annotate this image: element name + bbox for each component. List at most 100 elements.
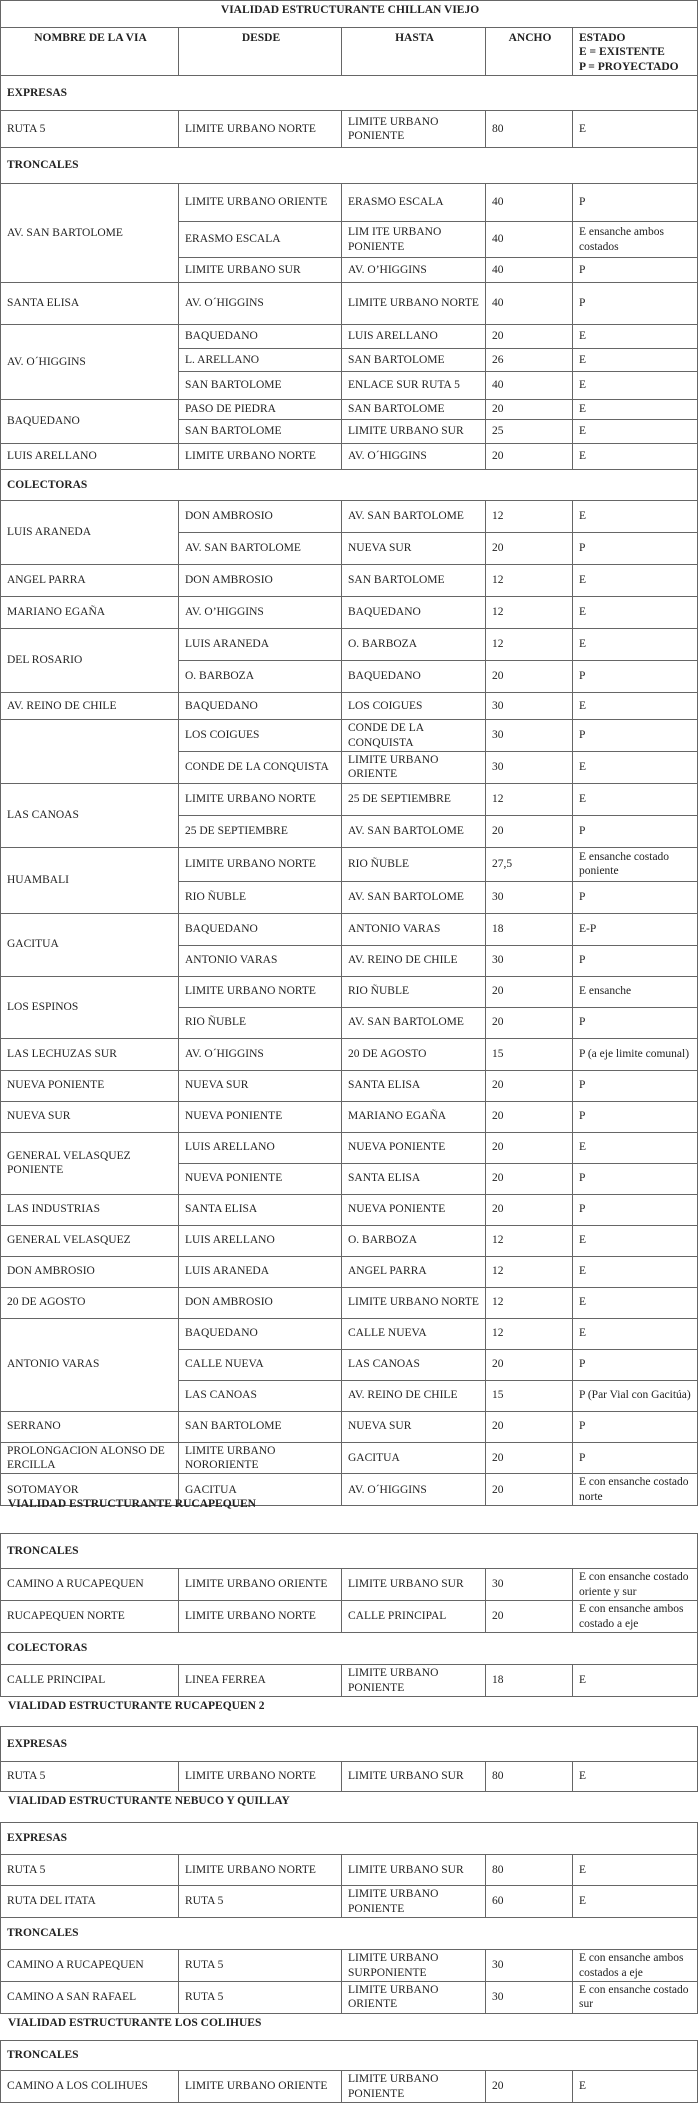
cell-ancho: 40 <box>485 183 573 223</box>
cell-estado: E ensanche ambos costados <box>571 221 698 259</box>
cell-estado: E-P <box>571 912 698 946</box>
cell-estado: E con ensanche ambos costados a eje <box>571 1949 698 1982</box>
table-row: RUTA 5 LIMITE URBANO NORTE LIMITE URBANO P… <box>0 110 698 149</box>
road-name: RUTA 5 <box>0 1854 179 1886</box>
cell-estado: E <box>571 564 698 598</box>
road-name: SOTOMAYOR <box>0 1473 179 1507</box>
cell-hasta: LIMITE URBANO PONIENTE <box>341 2070 486 2103</box>
table-row: DEL ROSARIO LUIS ARANEDA O. BARBOZA 12 E <box>0 628 698 694</box>
cell-ancho: 25 <box>485 419 573 445</box>
cell-hasta: ERASMO ESCALA <box>341 183 486 223</box>
cell-hasta: LIM ITE URBANO PONIENTE <box>341 221 486 259</box>
cell-estado: E <box>571 692 698 721</box>
cell-desde: ANTONIO VARAS <box>178 944 342 977</box>
cell-hasta: 20 DE AGOSTO <box>341 1037 486 1071</box>
road-name: AV. O´HIGGINS <box>0 324 179 401</box>
cell-desde: LUIS ARANEDA <box>178 628 342 662</box>
cell-hasta: SAN BARTOLOME <box>341 564 486 598</box>
section-heading: VIALIDAD ESTRUCTURANTE RUCAPEQUEN <box>8 1498 256 1510</box>
cell-hasta: LIMITE URBANO SUR <box>341 1854 486 1886</box>
cell-hasta: MARIANO EGAÑA <box>341 1100 486 1133</box>
cell-ancho: 40 <box>485 221 573 259</box>
category-label: COLECTORAS <box>0 469 698 502</box>
column-header-nombre: NOMBRE DE LA VIA <box>0 26 179 77</box>
cell-ancho: 40 <box>485 371 573 401</box>
cell-hasta: BAQUEDANO <box>341 660 486 694</box>
category-row: TRONCALES <box>0 147 698 185</box>
cell-ancho: 12 <box>485 500 573 534</box>
table-row: CONDE DE LA CONQUISTA LIMITE URBANO ORIEN… <box>1 750 698 784</box>
cell-desde: DON AMBROSIO <box>178 564 342 598</box>
road-table: EXPRESAS RUTA 5 LIMITE URBANO NORTE LIMITE … <box>0 1822 698 2014</box>
cell-estado: E <box>571 750 698 784</box>
road-name: AV. SAN BARTOLOME <box>0 183 179 284</box>
table-row: GACITUA BAQUEDANO ANTONIO VARAS 18 E-P <box>0 912 698 977</box>
cell-hasta: O. BARBOZA <box>341 628 486 662</box>
road-name: NUEVA SUR <box>0 1100 179 1133</box>
cell-desde: DON AMBROSIO <box>178 500 342 534</box>
cell-desde: LIMITE URBANO NORTE <box>178 975 342 1008</box>
cell-ancho: 12 <box>485 564 573 598</box>
cell-desde: AV. O´HIGGINS <box>178 282 342 326</box>
cell-estado: E <box>571 371 698 401</box>
cell-hasta: LIMITE URBANO SUR <box>341 1761 486 1792</box>
cell-desde: GACITUA <box>178 1473 342 1507</box>
section-heading: VIALIDAD ESTRUCTURANTE RUCAPEQUEN 2 <box>8 1700 265 1712</box>
table-row: ANGEL PARRA DON AMBROSIO SAN BARTOLOME 12 E <box>0 564 698 598</box>
category-label: EXPRESAS <box>0 1726 698 1762</box>
cell-estado: E <box>571 1885 698 1918</box>
cell-ancho: 20 <box>485 1131 573 1164</box>
table-row: SAN BARTOLOME LIMITE URBANO SUR 25 E <box>1 419 698 445</box>
cell-desde: LUIS ARELLANO <box>178 1131 342 1164</box>
cell-desde: 25 DE SEPTIEMBRE <box>178 814 342 848</box>
cell-hasta: LIMITE URBANO NORTE <box>341 282 486 326</box>
road-name: MARIANO EGAÑA <box>0 596 179 630</box>
cell-ancho: 12 <box>485 628 573 662</box>
category-row: EXPRESAS <box>0 1822 698 1855</box>
cell-hasta: ENLACE SUR RUTA 5 <box>341 371 486 401</box>
cell-ancho: 12 <box>485 782 573 816</box>
cell-ancho: 12 <box>485 1255 573 1288</box>
table-row: NUEVA PONIENTE NUEVA SUR SANTA ELISA 20 P <box>0 1069 698 1102</box>
road-table: VIALIDAD ESTRUCTURANTE CHILLAN VIEJO NOMB… <box>0 0 698 1507</box>
table-row: LAS LECHUZAS SUR AV. O´HIGGINS 20 DE AGOST… <box>0 1037 698 1071</box>
cell-hasta: LIMITE URBANO SURPONIENTE <box>341 1949 486 1982</box>
cell-hasta: RIO ÑUBLE <box>341 846 486 882</box>
cell-hasta: LIMITE URBANO ORIENTE <box>341 750 486 784</box>
table-row: CAMINO A SAN RAFAEL RUTA 5 LIMITE URBANO O… <box>0 1981 698 2014</box>
cell-desde: CALLE NUEVA <box>178 1348 342 1381</box>
category-label: TRONCALES <box>0 2040 698 2071</box>
cell-hasta: SAN BARTOLOME <box>341 399 486 421</box>
table-row: LAS INDUSTRIAS SANTA ELISA NUEVA PONIENTE 2… <box>0 1193 698 1226</box>
cell-estado: P <box>571 1441 698 1475</box>
cell-estado: E <box>571 1224 698 1257</box>
cell-hasta: LIMITE URBANO NORTE <box>341 1286 486 1319</box>
road-name: LOS ESPINOS <box>0 975 179 1039</box>
category-label: TRONCALES <box>0 147 698 185</box>
table-row: NUEVA SUR NUEVA PONIENTE MARIANO EGAÑA 20 P <box>0 1100 698 1133</box>
cell-desde: RIO ÑUBLE <box>178 880 342 914</box>
table-row: CALLE NUEVA LAS CANOAS 20 P <box>1 1348 698 1381</box>
cell-estado: P <box>571 660 698 694</box>
cell-ancho: 20 <box>485 1348 573 1381</box>
table-row: ANTONIO VARAS BAQUEDANO CALLE NUEVA 12 E <box>0 1317 698 1412</box>
table-row: CAMINO A RUCAPEQUEN RUTA 5 LIMITE URBANO S… <box>0 1949 698 1982</box>
road-name: ANGEL PARRA <box>0 564 179 598</box>
cell-estado: E <box>571 596 698 630</box>
cell-hasta: LIMITE URBANO PONIENTE <box>341 1664 486 1697</box>
estado-legend-line: P = PROYECTADO <box>579 60 679 73</box>
cell-ancho: 12 <box>485 1224 573 1257</box>
cell-ancho: 30 <box>485 692 573 721</box>
cell-desde: SANTA ELISA <box>178 1193 342 1226</box>
cell-desde: ERASMO ESCALA <box>178 221 342 259</box>
road-name: BAQUEDANO <box>0 399 179 445</box>
cell-desde: LIMITE URBANO NORTE <box>178 846 342 882</box>
cell-ancho: 80 <box>485 1854 573 1886</box>
cell-hasta: GACITUA <box>341 1441 486 1475</box>
table-row: O. BARBOZA BAQUEDANO 20 P <box>1 660 698 694</box>
cell-ancho: 40 <box>485 282 573 326</box>
cell-estado: E <box>571 628 698 662</box>
road-table: EXPRESAS RUTA 5 LIMITE URBANO NORTE LIMITE … <box>0 1726 698 1792</box>
cell-ancho: 80 <box>485 110 573 149</box>
cell-desde: BAQUEDANO <box>178 324 342 350</box>
